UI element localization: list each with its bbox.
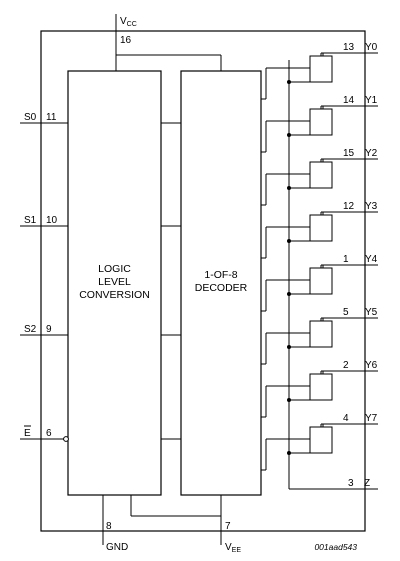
input-pin-number: 9 (46, 324, 52, 335)
drawing-code: 001aad543 (314, 542, 357, 552)
output-pin-number: 13 (343, 42, 355, 53)
vcc-label: VCC (120, 16, 137, 28)
switch-box (309, 373, 333, 401)
output-pin-number: 12 (343, 201, 355, 212)
gnd-pin-number: 8 (106, 521, 112, 532)
input-s1: S1 10 (20, 215, 68, 227)
output-label: Y2 (365, 148, 378, 159)
switch-y5: 5 Y5 (261, 307, 378, 365)
gnd-supply: 8 GND (102, 495, 128, 553)
inverter-bubble (63, 436, 69, 442)
vcc-supply: VCC 16 (115, 14, 137, 71)
analog-switches: 13 Y0 14 Y1 15 Y2 12 Y3 1 Y4 5 Y5 2 Y6 4 Y7 (261, 42, 378, 471)
input-pin-number: 10 (46, 215, 58, 226)
vee-label: VEE (225, 542, 241, 554)
input-s0: S0 11 (20, 112, 68, 124)
vee-supply: 7 VEE (130, 495, 241, 554)
input-label: S2 (24, 324, 37, 335)
switch-y1: 14 Y1 (261, 95, 378, 153)
output-label: Y6 (365, 360, 378, 371)
switch-box (309, 108, 333, 136)
input-pin-number: 6 (46, 428, 52, 439)
level-to-decoder-wires (161, 122, 181, 440)
switch-box (309, 320, 333, 348)
input-s2: S2 9 (20, 324, 68, 336)
logic-level-line-2: LEVEL (98, 276, 131, 288)
vcc-pin-number: 16 (120, 35, 132, 46)
switch-y7: 4 Y7 (261, 413, 378, 471)
package-outline (40, 30, 366, 532)
output-label: Y1 (365, 95, 378, 106)
decoder-block (180, 70, 262, 496)
output-pin-number: 2 (343, 360, 349, 371)
switch-box (309, 267, 333, 295)
logic-level-line-1: LOGIC (98, 263, 131, 275)
switch-box (309, 161, 333, 189)
logic-level-conversion-block (67, 70, 162, 496)
output-label: Y3 (365, 201, 378, 212)
switch-y3: 12 Y3 (261, 201, 378, 259)
output-label: Y5 (365, 307, 378, 318)
switch-y0: 13 Y0 (261, 42, 378, 100)
vee-pin-number: 7 (225, 521, 231, 532)
output-label: Y0 (365, 42, 378, 53)
output-pin-number: 14 (343, 95, 355, 106)
switch-y4: 1 Y4 (261, 254, 378, 312)
z-pin-number: 3 (348, 478, 354, 489)
output-pin-number: 5 (343, 307, 349, 318)
switch-box (309, 214, 333, 242)
output-label: Y7 (365, 413, 378, 424)
switch-box (309, 55, 333, 83)
decoder-line-2: DECODER (195, 282, 248, 294)
output-pin-number: 15 (343, 148, 355, 159)
z-label: Z (364, 478, 370, 489)
input-label: E (24, 428, 31, 439)
output-pin-number: 1 (343, 254, 349, 265)
common-z: 3 Z (288, 60, 378, 490)
switch-y2: 15 Y2 (261, 148, 378, 206)
output-label: Y4 (365, 254, 378, 265)
logic-level-line-3: CONVERSION (79, 289, 150, 301)
switch-y6: 2 Y6 (261, 360, 378, 418)
input-pin-number: 11 (46, 112, 57, 123)
input-label: S1 (24, 215, 37, 226)
decoder-line-1: 1-OF-8 (204, 269, 237, 281)
input-label: S0 (24, 112, 37, 123)
switch-box (309, 426, 333, 454)
gnd-label: GND (106, 542, 128, 553)
output-pin-number: 4 (343, 413, 349, 424)
